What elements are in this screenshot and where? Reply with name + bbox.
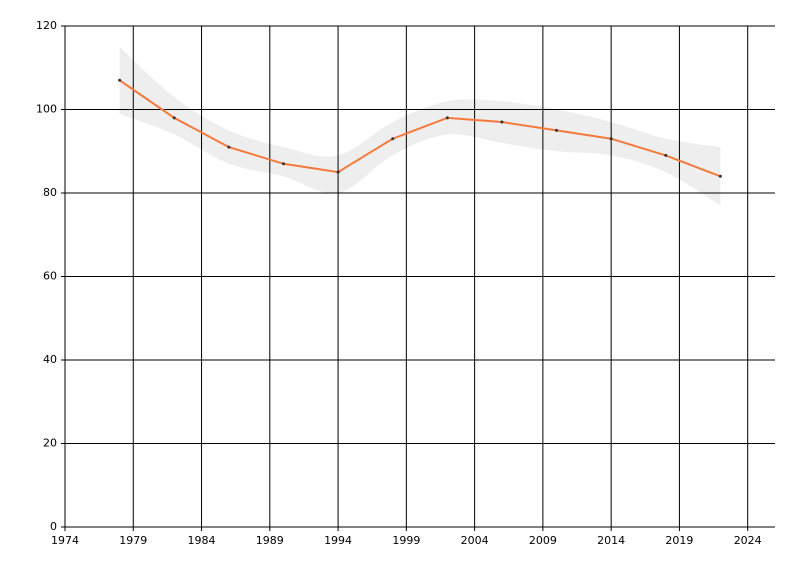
x-tick-label: 2009 (529, 534, 557, 547)
point (336, 170, 340, 174)
point (718, 174, 722, 178)
x-tick-label: 1994 (324, 534, 352, 547)
x-tick-label: 1984 (188, 534, 216, 547)
point (664, 153, 668, 157)
point (281, 162, 285, 166)
confidence-band (119, 46, 721, 206)
x-tick-label: 2014 (597, 534, 625, 547)
x-tick-label: 2024 (734, 534, 762, 547)
x-tick-label: 1989 (256, 534, 284, 547)
x-tick-label: 1999 (392, 534, 420, 547)
y-tick-label: 80 (43, 186, 57, 199)
y-tick-label: 40 (43, 353, 57, 366)
point (227, 145, 231, 149)
y-tick-label: 60 (43, 270, 57, 283)
point (445, 116, 449, 120)
x-tick-label: 2004 (461, 534, 489, 547)
y-tick-label: 120 (36, 19, 57, 32)
y-tick-label: 100 (36, 103, 57, 116)
point (609, 137, 613, 141)
point (172, 116, 176, 120)
y-tick-label: 20 (43, 437, 57, 450)
y-tick-label: 0 (50, 520, 57, 533)
point (118, 78, 122, 82)
x-tick-label: 2019 (665, 534, 693, 547)
x-tick-label: 1979 (119, 534, 147, 547)
point (555, 128, 559, 132)
point (500, 120, 504, 124)
point (391, 137, 395, 141)
line (119, 79, 721, 178)
x-tick-label: 1974 (51, 534, 79, 547)
